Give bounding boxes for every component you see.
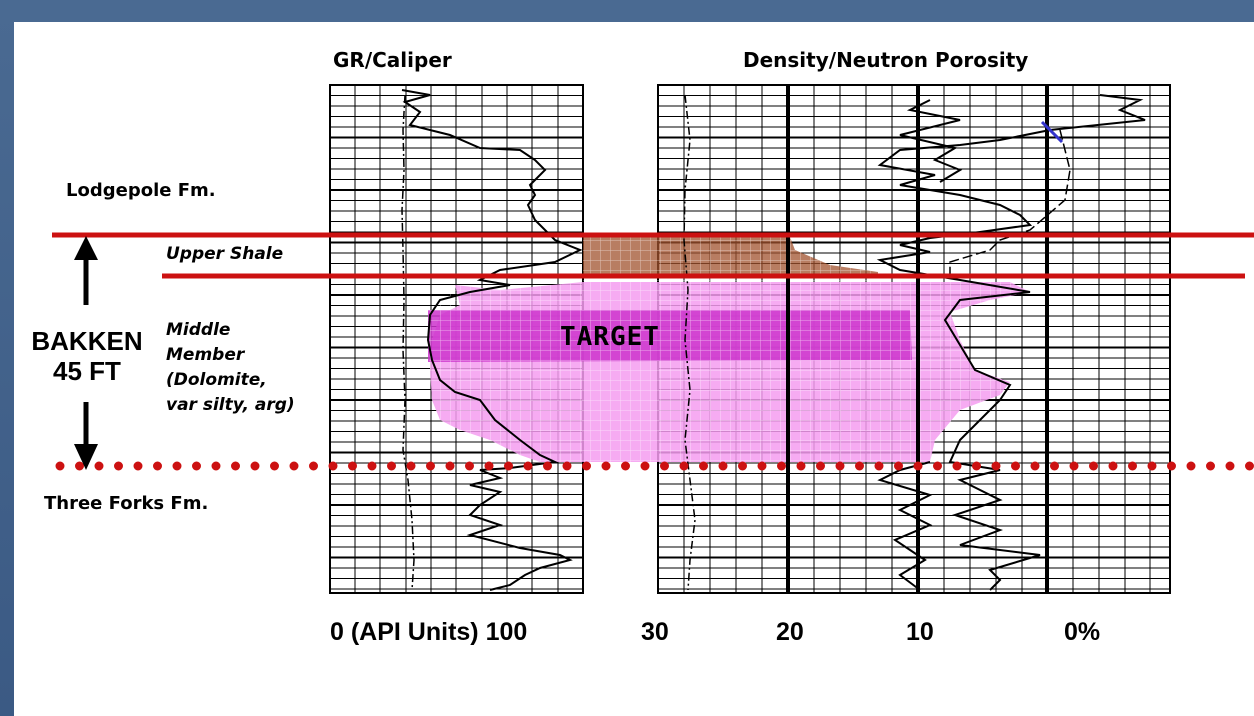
- bakken-thickness: 45 FT: [53, 356, 121, 386]
- dn-scale-10: 10: [906, 618, 934, 646]
- caliper-curve: [401, 94, 415, 591]
- arrow-down-head: [74, 444, 98, 470]
- arrow-up-head: [74, 236, 98, 260]
- middle-member-line-4: var silty, arg): [166, 395, 295, 415]
- gr-scale-label: 0 (API Units) 100: [330, 618, 528, 646]
- middle-member-line-2: Member: [166, 345, 245, 365]
- dn-major-scale-lines: [786, 85, 1049, 593]
- dn-scale-20: 20: [776, 618, 804, 646]
- gr-curve: [401, 89, 583, 591]
- dn-curve-upper: [899, 99, 963, 183]
- middle-member-line-1: Middle: [166, 320, 231, 340]
- blue-tick: [1040, 120, 1064, 144]
- target-label: TARGET: [560, 322, 660, 352]
- thickness-arrow: [74, 236, 98, 470]
- middle-member-label: Middle Member (Dolomite, var silty, arg): [166, 318, 295, 418]
- gr-caliper-title: GR/Caliper: [333, 48, 452, 72]
- upper-shale-label: Upper Shale: [166, 244, 284, 264]
- density-curve: [683, 94, 696, 591]
- dn-scale-0: 0%: [1064, 618, 1101, 646]
- dn-curve-lower: [877, 461, 933, 591]
- bakken-label: BAKKEN 45 FT: [22, 326, 152, 386]
- bakken-title: BAKKEN: [31, 326, 143, 356]
- lodgepole-label: Lodgepole Fm.: [66, 180, 216, 201]
- middle-member-line-3: (Dolomite,: [166, 370, 267, 390]
- density-neutron-title: Density/Neutron Porosity: [743, 48, 1029, 72]
- three-forks-label: Three Forks Fm.: [44, 493, 209, 514]
- dn-scale-30: 30: [641, 618, 669, 646]
